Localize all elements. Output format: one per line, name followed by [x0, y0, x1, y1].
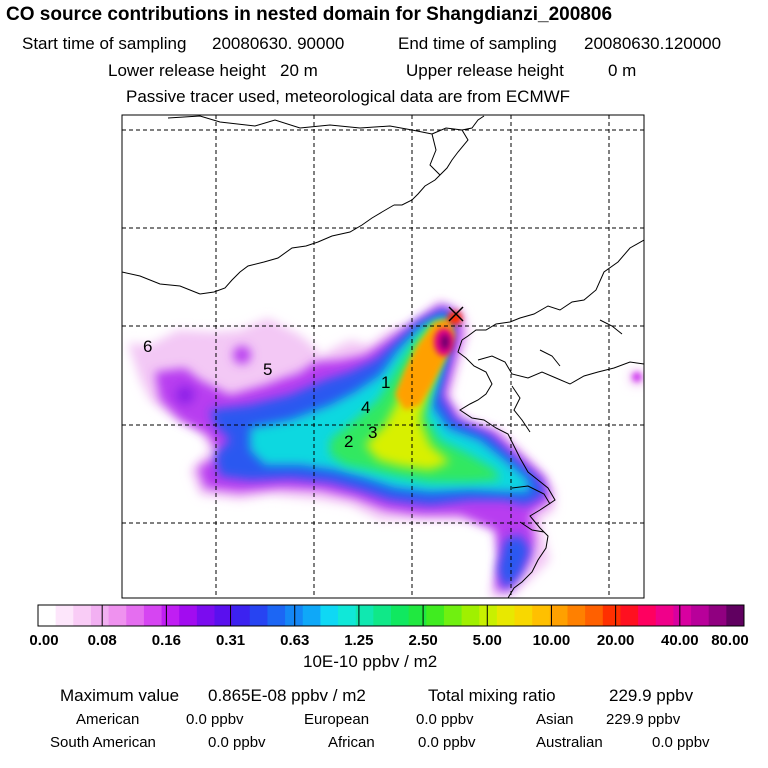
- contribution-name-south-american: South American: [50, 734, 156, 751]
- region-label-1: 1: [381, 373, 390, 392]
- region-label-2: 2: [344, 432, 353, 451]
- colorbar-swatch: [708, 605, 727, 626]
- plume-core-layer: [434, 311, 642, 382]
- end-time-label: End time of sampling: [398, 34, 557, 53]
- colorbar-swatch: [196, 605, 215, 626]
- region-label-6: 6: [143, 337, 152, 356]
- start-time-label: Start time of sampling: [22, 34, 187, 53]
- colorbar-swatch: [55, 605, 74, 626]
- colorbar-tick-label: 0.16: [152, 632, 181, 649]
- colorbar-swatch: [426, 605, 445, 626]
- colorbar-swatch: [214, 605, 233, 626]
- colorbar-swatch: [496, 605, 516, 626]
- total-mixing-label: Total mixing ratio: [428, 686, 556, 705]
- contribution-name-american: American: [76, 711, 140, 728]
- colorbar-unit: 10E-10 ppbv / m2: [303, 652, 438, 671]
- tracer-note: Passive tracer used, meteorological data…: [126, 87, 571, 106]
- colorbar-swatch: [532, 605, 551, 626]
- colorbar-swatch: [108, 605, 127, 626]
- colorbar-swatch: [726, 605, 745, 626]
- end-time-value: 20080630.120000: [584, 34, 722, 53]
- contribution-name-australian: Australian: [536, 734, 603, 751]
- colorbar-swatch: [461, 605, 480, 626]
- start-time-value: 20080630. 90000: [212, 34, 345, 53]
- colorbar-tick-label: 40.00: [661, 632, 699, 649]
- colorbar-swatch: [90, 605, 110, 626]
- colorbar-swatch: [249, 605, 268, 626]
- region-label-5: 5: [263, 360, 272, 379]
- contribution-value-african: 0.0 ppbv: [418, 734, 476, 751]
- colorbar-tick-label: 1.25: [344, 632, 373, 649]
- colorbar-swatch: [549, 605, 568, 626]
- colorbar-swatch: [179, 605, 198, 626]
- contribution-name-european: European: [304, 711, 370, 728]
- coastline-borders: [122, 115, 644, 598]
- colorbar-swatch: [638, 605, 657, 626]
- colorbar-swatch: [73, 605, 92, 626]
- contribution-value-european: 0.0 ppbv: [416, 711, 474, 728]
- colorbar-swatch: [567, 605, 586, 626]
- upper-release-label: Upper release height: [406, 61, 564, 80]
- colorbar-tick-label: 2.50: [408, 632, 437, 649]
- upper-release-value: 0 m: [608, 61, 637, 80]
- map-frame: [121, 114, 645, 599]
- colorbar-swatch: [479, 605, 498, 626]
- colorbar-tick-label: 0.63: [280, 632, 309, 649]
- colorbar-swatch: [443, 605, 463, 626]
- colorbar-tick-label: 0.08: [88, 632, 117, 649]
- max-value: 0.865E-08 ppbv / m2: [208, 686, 366, 705]
- colorbar-tick-label: 10.00: [533, 632, 571, 649]
- colorbar-tick-label: 0.31: [216, 632, 245, 649]
- colorbar-swatch: [320, 605, 339, 626]
- colorbar-swatch: [143, 605, 163, 626]
- colorbar-swatch: [514, 605, 533, 626]
- colorbar-swatch: [302, 605, 321, 626]
- colorbar-swatch: [408, 605, 427, 626]
- colorbar-swatch: [602, 605, 621, 626]
- max-value-label: Maximum value: [60, 686, 180, 705]
- colorbar-swatch: [267, 605, 286, 626]
- lower-release-label: Lower release height: [108, 61, 266, 80]
- region-label-4: 4: [361, 398, 370, 417]
- colorbar-tick-label: 0.00: [29, 632, 58, 649]
- contribution-name-asian: Asian: [536, 711, 574, 728]
- total-mixing-value: 229.9 ppbv: [609, 686, 694, 705]
- contribution-value-asian: 229.9 ppbv: [606, 711, 681, 728]
- colorbar-swatch: [673, 605, 692, 626]
- colorbar-frame: [37, 604, 745, 627]
- region-label-3: 3: [368, 423, 377, 442]
- colorbar-swatch: [126, 605, 145, 626]
- x-marker-icon: [448, 306, 464, 322]
- colorbar-tick-label: 5.00: [473, 632, 502, 649]
- contribution-value-south-american: 0.0 ppbv: [208, 734, 266, 751]
- colorbar-swatch: [232, 605, 251, 626]
- plot-title: CO source contributions in nested domain…: [6, 4, 613, 25]
- contribution-value-american: 0.0 ppbv: [186, 711, 244, 728]
- colorbar-swatch: [691, 605, 710, 626]
- colorbar-swatch: [338, 605, 357, 626]
- contribution-name-african: African: [328, 734, 375, 751]
- colorbar-tick-label: 80.00: [711, 632, 749, 649]
- colorbar-swatch: [355, 605, 374, 626]
- lat-lon-grid: [122, 115, 644, 598]
- colorbar-swatch: [161, 605, 180, 626]
- colorbar-swatch: [620, 605, 639, 626]
- colorbar-swatch: [391, 605, 410, 626]
- colorbar-swatch: [585, 605, 604, 626]
- colorbar-swatch: [285, 605, 304, 626]
- colorbar-swatch: [38, 605, 57, 626]
- lower-release-value: 20 m: [280, 61, 318, 80]
- colorbar-swatch: [655, 605, 674, 626]
- colorbar-swatch: [373, 605, 392, 626]
- contribution-value-australian: 0.0 ppbv: [652, 734, 710, 751]
- colorbar-tick-label: 20.00: [597, 632, 635, 649]
